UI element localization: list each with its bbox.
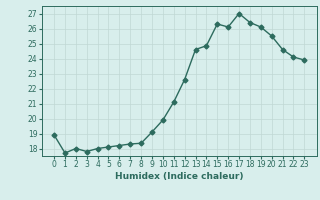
X-axis label: Humidex (Indice chaleur): Humidex (Indice chaleur)	[115, 172, 244, 181]
